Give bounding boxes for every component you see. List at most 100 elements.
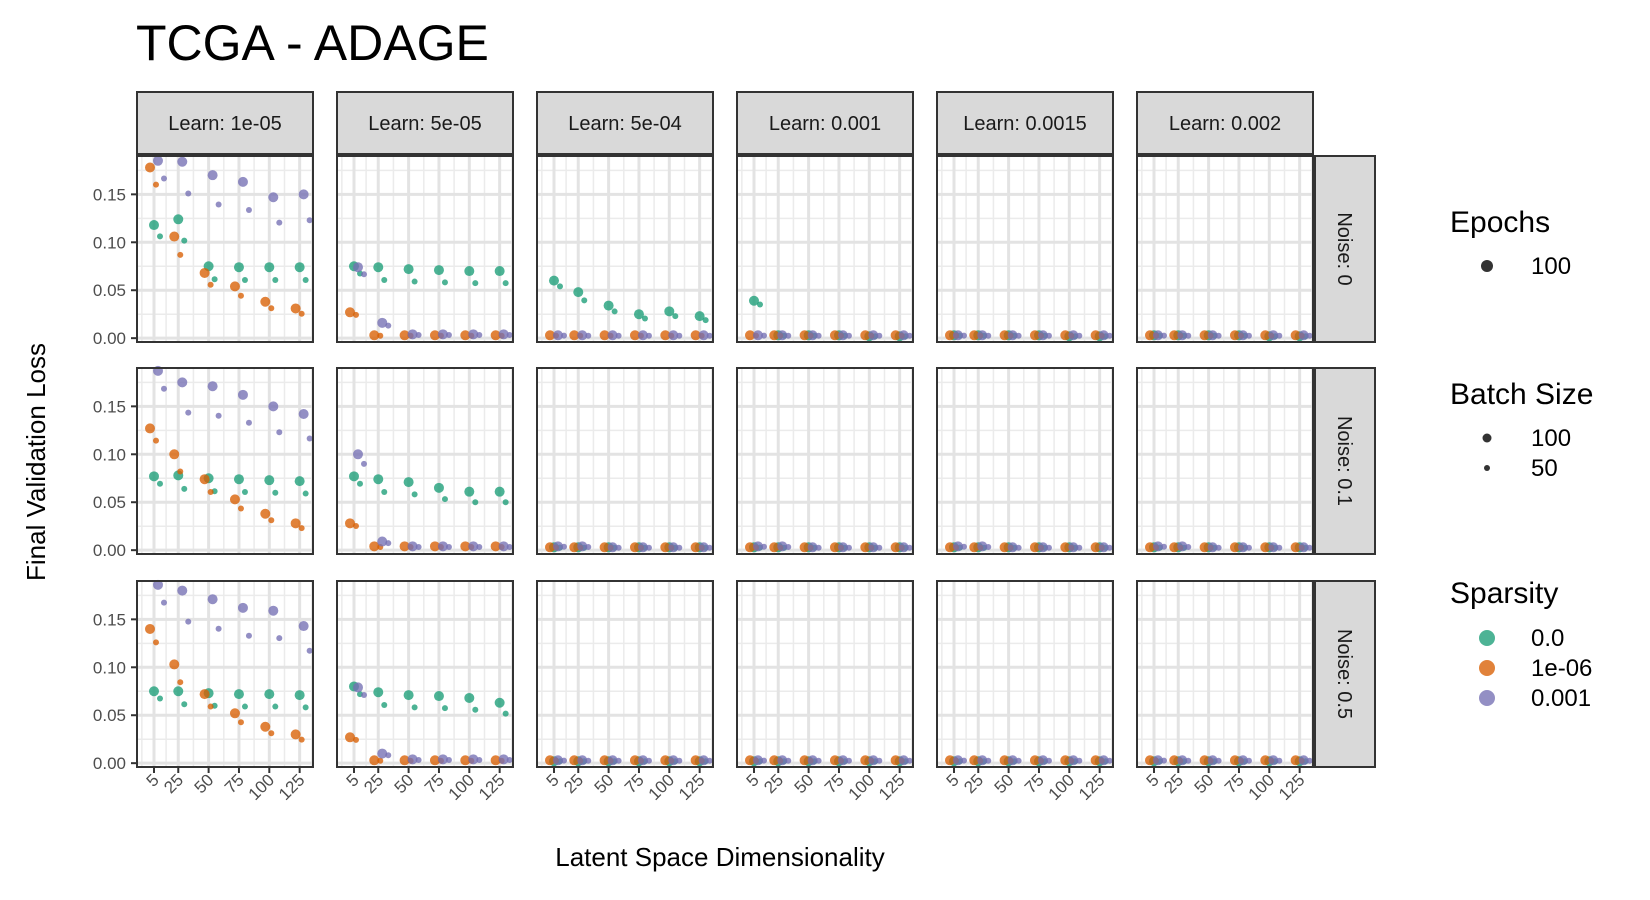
data-point — [1229, 330, 1240, 341]
x-tick-label: 5 — [143, 770, 163, 790]
x-tick-label: 100 — [1245, 770, 1278, 803]
data-point — [148, 686, 159, 697]
legend-label-sparsity: 0.001 — [1531, 685, 1591, 712]
data-point — [952, 541, 963, 552]
data-point — [352, 736, 359, 743]
facet-panel — [1136, 367, 1314, 555]
data-point — [229, 281, 240, 292]
data-point — [1298, 542, 1309, 553]
data-point — [1068, 542, 1079, 553]
data-point — [815, 544, 822, 551]
data-point — [599, 755, 610, 766]
data-point — [245, 632, 252, 639]
x-tick-label: 125 — [1075, 770, 1108, 803]
data-point — [156, 695, 163, 702]
data-point — [360, 691, 367, 698]
data-point — [1169, 755, 1180, 766]
data-point — [433, 691, 444, 702]
data-point — [690, 330, 701, 341]
data-point — [690, 542, 701, 553]
data-point — [760, 332, 767, 339]
data-point — [560, 332, 567, 339]
data-point — [1169, 542, 1180, 553]
data-point — [160, 175, 167, 182]
data-point — [377, 317, 388, 328]
data-point — [969, 755, 980, 766]
data-point — [241, 703, 248, 710]
data-point — [181, 485, 188, 492]
data-point — [177, 585, 188, 596]
data-point — [502, 499, 509, 506]
x-tick-label: 75 — [821, 770, 848, 797]
data-point — [199, 474, 210, 485]
data-point — [581, 297, 588, 304]
data-point — [344, 518, 355, 529]
x-tick-label: 125 — [1275, 770, 1308, 803]
data-point — [1245, 757, 1252, 764]
data-point — [777, 755, 788, 766]
data-point — [502, 710, 509, 717]
data-point — [569, 542, 580, 553]
data-point — [306, 435, 313, 442]
x-tick-label: 25 — [160, 770, 187, 797]
data-point — [1045, 544, 1052, 551]
data-point — [1306, 332, 1313, 339]
data-point — [769, 330, 780, 341]
data-point — [1298, 755, 1309, 766]
x-tick-label: 75 — [221, 770, 248, 797]
data-point — [433, 482, 444, 493]
data-point — [1045, 332, 1052, 339]
data-point — [407, 754, 418, 765]
data-point — [498, 329, 509, 340]
data-point — [445, 332, 452, 339]
x-tick-label: 50 — [391, 770, 418, 797]
data-point — [294, 476, 305, 487]
x-tick-label: 5 — [343, 770, 363, 790]
x-tick-label: 25 — [360, 770, 387, 797]
data-point — [433, 265, 444, 276]
data-point — [144, 162, 155, 173]
data-point — [437, 329, 448, 340]
data-point — [294, 262, 305, 273]
facet-panels: Learn: 1e-05 Learn: 5e-05 Learn: 5e-04 Lear… — [93, 91, 1376, 804]
x-tick-label: 5 — [743, 770, 763, 790]
data-point — [560, 757, 567, 764]
data-point — [177, 377, 188, 388]
data-point — [1268, 330, 1279, 341]
data-point — [1199, 330, 1210, 341]
data-point — [494, 266, 505, 277]
data-point — [977, 541, 988, 552]
data-point — [241, 276, 248, 283]
data-point — [237, 292, 244, 299]
data-point — [207, 381, 218, 392]
panel-border — [1136, 155, 1314, 343]
data-point — [1007, 330, 1018, 341]
data-point — [1268, 755, 1279, 766]
data-point — [898, 542, 909, 553]
data-point — [960, 332, 967, 339]
panel-border — [136, 580, 314, 768]
data-point — [777, 330, 788, 341]
data-point — [769, 542, 780, 553]
data-point — [403, 477, 414, 488]
data-point — [498, 754, 509, 765]
data-point — [403, 690, 414, 701]
data-point — [1237, 755, 1248, 766]
data-point — [152, 639, 159, 646]
facet-strip-col — [736, 91, 914, 155]
data-point — [290, 518, 301, 529]
data-point — [476, 544, 483, 551]
data-point — [815, 757, 822, 764]
data-point — [660, 542, 671, 553]
data-point — [629, 542, 640, 553]
data-point — [272, 489, 279, 496]
data-point — [177, 156, 188, 167]
data-point — [1276, 544, 1283, 551]
data-point — [906, 757, 913, 764]
data-point — [1152, 755, 1163, 766]
data-point — [1260, 542, 1271, 553]
data-point — [860, 330, 871, 341]
data-point — [1090, 755, 1101, 766]
